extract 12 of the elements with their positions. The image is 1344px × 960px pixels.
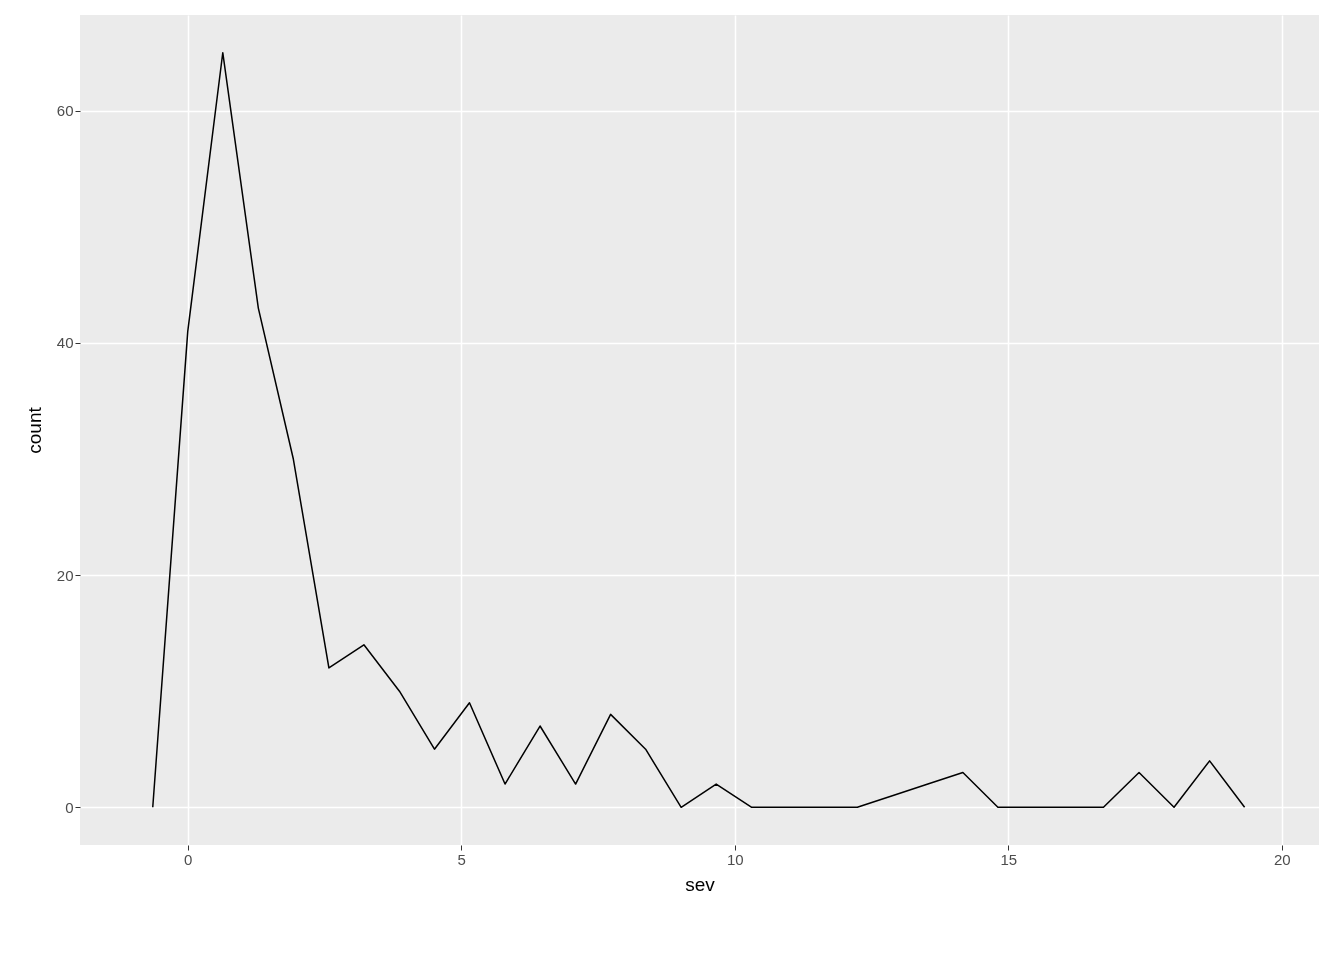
x-axis-title: sev xyxy=(685,873,716,895)
y-tick-label: 60 xyxy=(56,102,74,120)
x-tick-label: 10 xyxy=(726,850,744,868)
x-tick-label: 20 xyxy=(1273,850,1291,868)
x-tick-label: 15 xyxy=(1000,850,1018,868)
x-tick-label: 5 xyxy=(457,850,466,868)
x-tick-label: 0 xyxy=(184,850,193,868)
y-tick-label: 0 xyxy=(65,798,74,816)
y-tick-label: 40 xyxy=(56,334,74,352)
line-series xyxy=(152,51,1246,809)
y-axis-title: count xyxy=(23,406,45,454)
y-tick-label: 20 xyxy=(56,566,74,584)
